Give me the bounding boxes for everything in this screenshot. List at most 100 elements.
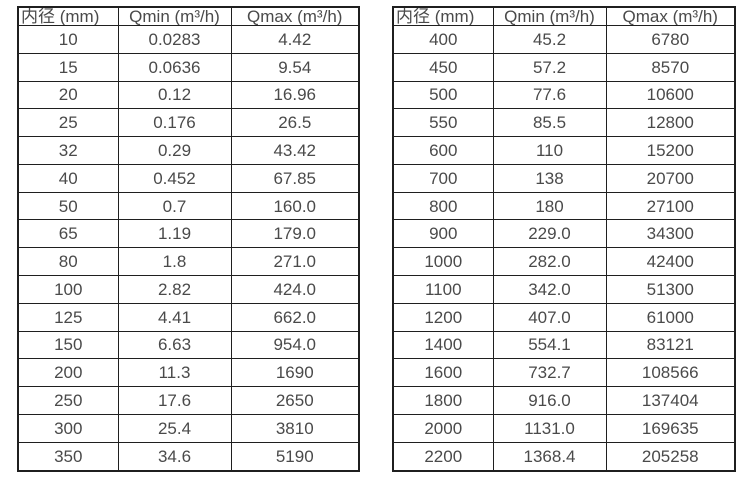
cell-qmax: 51300 (605, 275, 736, 304)
cell-qmax: 9.54 (230, 52, 360, 82)
column-header-qmax: Qmax (m³/h) (605, 6, 736, 26)
table-row: 600 110 15200 (392, 136, 736, 165)
table-row: 200 11.3 1690 (17, 358, 360, 388)
cell-diameter: 2000 (392, 413, 494, 443)
table-row: 1100 342.0 51300 (392, 275, 736, 304)
cell-diameter: 1100 (392, 275, 494, 304)
table-header-row-group: 内径 (mm) Qmin (m³/h) Qmax (m³/h) (17, 6, 360, 26)
cell-qmin: 2.82 (117, 275, 232, 304)
cell-qmax: 83121 (605, 330, 736, 360)
cell-diameter: 80 (17, 247, 119, 277)
cell-qmin: 407.0 (492, 302, 607, 332)
cell-diameter: 32 (17, 136, 119, 165)
cell-diameter: 1400 (392, 330, 494, 360)
table-row: 125 4.41 662.0 (17, 302, 360, 332)
cell-diameter: 450 (392, 52, 494, 82)
table-row: 700 138 20700 (392, 163, 736, 193)
cell-diameter: 1800 (392, 386, 494, 415)
table-row: 25 0.176 26.5 (17, 108, 360, 138)
cell-diameter: 150 (17, 330, 119, 360)
cell-qmin: 34.6 (117, 441, 232, 472)
cell-diameter: 40 (17, 163, 119, 193)
cell-diameter: 20 (17, 80, 119, 110)
flow-rate-table-dn400-2200: 内径 (mm) Qmin (m³/h) Qmax (m³/h) 400 45.2 6… (392, 6, 736, 472)
table-row: 20 0.12 16.96 (17, 80, 360, 110)
cell-diameter: 125 (17, 302, 119, 332)
cell-qmin: 1368.4 (492, 441, 607, 472)
table-body: 400 45.2 6780 450 57.2 8570 500 77.6 10600 550 85.… (392, 25, 736, 472)
cell-qmin: 916.0 (492, 386, 607, 415)
table-row: 900 229.0 34300 (392, 219, 736, 249)
cell-qmin: 732.7 (492, 358, 607, 388)
table-row: 2000 1131.0 169635 (392, 413, 736, 443)
table-row: 65 1.19 179.0 (17, 219, 360, 249)
cell-qmin: 342.0 (492, 275, 607, 304)
cell-qmin: 0.176 (117, 108, 232, 138)
cell-qmax: 67.85 (230, 163, 360, 193)
cell-diameter: 2200 (392, 441, 494, 472)
cell-diameter: 1600 (392, 358, 494, 388)
cell-qmin: 1.19 (117, 219, 232, 249)
cell-qmax: 169635 (605, 413, 736, 443)
table-row: 800 180 27100 (392, 191, 736, 221)
cell-diameter: 900 (392, 219, 494, 249)
cell-qmax: 42400 (605, 247, 736, 277)
table-row: 550 85.5 12800 (392, 108, 736, 138)
cell-qmin: 0.12 (117, 80, 232, 110)
cell-qmax: 662.0 (230, 302, 360, 332)
cell-qmax: 15200 (605, 136, 736, 165)
table-row: 350 34.6 5190 (17, 441, 360, 472)
table-row: 80 1.8 271.0 (17, 247, 360, 277)
table-body: 10 0.0283 4.42 15 0.0636 9.54 20 0.12 16.96 25 0.1… (17, 25, 360, 472)
cell-qmin: 0.29 (117, 136, 232, 165)
cell-qmax: 179.0 (230, 219, 360, 249)
column-header-qmax: Qmax (m³/h) (230, 6, 360, 26)
column-header-diameter: 内径 (mm) (17, 6, 119, 26)
cell-qmax: 16.96 (230, 80, 360, 110)
cell-qmin: 1131.0 (492, 413, 607, 443)
cell-diameter: 100 (17, 275, 119, 304)
cell-qmax: 10600 (605, 80, 736, 110)
cell-qmax: 27100 (605, 191, 736, 221)
cell-qmax: 20700 (605, 163, 736, 193)
cell-qmax: 43.42 (230, 136, 360, 165)
cell-qmax: 8570 (605, 52, 736, 82)
table-row: 15 0.0636 9.54 (17, 52, 360, 82)
cell-qmax: 34300 (605, 219, 736, 249)
flow-rate-table-dn10-350: 内径 (mm) Qmin (m³/h) Qmax (m³/h) 10 0.0283… (17, 6, 360, 472)
cell-diameter: 10 (17, 25, 119, 54)
table-row: 150 6.63 954.0 (17, 330, 360, 360)
cell-diameter: 700 (392, 163, 494, 193)
cell-diameter: 200 (17, 358, 119, 388)
cell-diameter: 300 (17, 413, 119, 443)
cell-qmax: 108566 (605, 358, 736, 388)
cell-diameter: 600 (392, 136, 494, 165)
table-row: 10 0.0283 4.42 (17, 25, 360, 54)
cell-diameter: 500 (392, 80, 494, 110)
cell-qmin: 282.0 (492, 247, 607, 277)
cell-diameter: 1000 (392, 247, 494, 277)
column-header-diameter: 内径 (mm) (392, 6, 494, 26)
cell-qmin: 0.452 (117, 163, 232, 193)
table-row: 2200 1368.4 205258 (392, 441, 736, 472)
cell-qmin: 229.0 (492, 219, 607, 249)
cell-qmin: 17.6 (117, 386, 232, 415)
cell-qmin: 6.63 (117, 330, 232, 360)
cell-qmax: 26.5 (230, 108, 360, 138)
table-row: 100 2.82 424.0 (17, 275, 360, 304)
column-header-qmin: Qmin (m³/h) (117, 6, 232, 26)
cell-diameter: 400 (392, 25, 494, 54)
cell-diameter: 65 (17, 219, 119, 249)
cell-qmin: 0.0283 (117, 25, 232, 54)
table-row: 1000 282.0 42400 (392, 247, 736, 277)
cell-diameter: 25 (17, 108, 119, 138)
table-header-row: 内径 (mm) Qmin (m³/h) Qmax (m³/h) (17, 6, 360, 26)
cell-qmin: 554.1 (492, 330, 607, 360)
cell-qmin: 57.2 (492, 52, 607, 82)
cell-diameter: 1200 (392, 302, 494, 332)
cell-diameter: 800 (392, 191, 494, 221)
table-row: 450 57.2 8570 (392, 52, 736, 82)
table-row: 250 17.6 2650 (17, 386, 360, 415)
table-row: 1400 554.1 83121 (392, 330, 736, 360)
